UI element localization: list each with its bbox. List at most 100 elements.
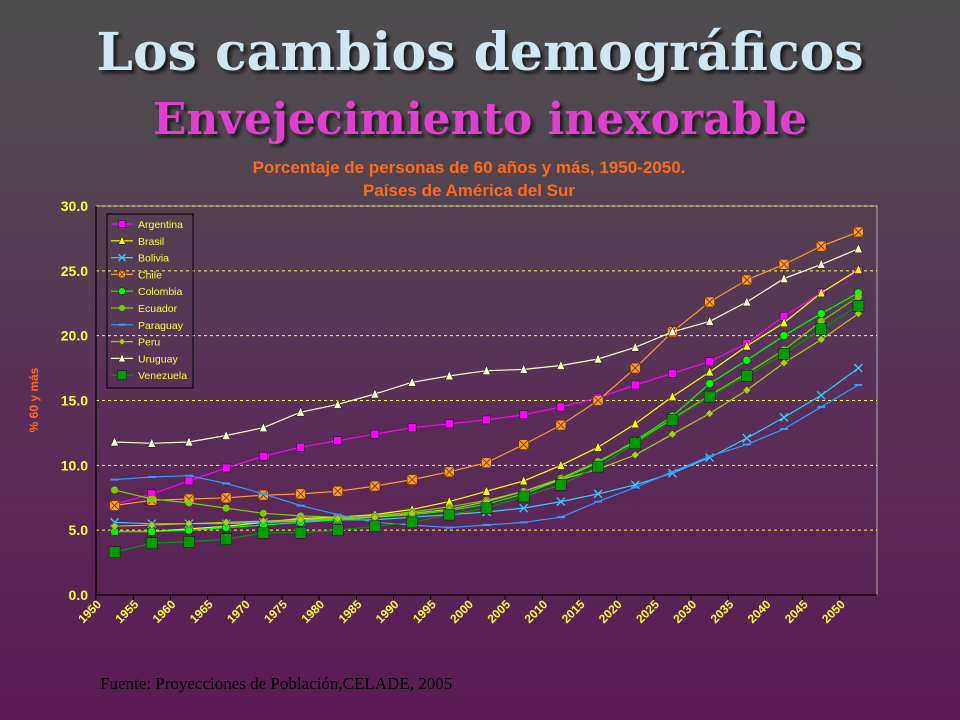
data-point-uruguay (110, 436, 119, 447)
gridlines (96, 205, 877, 531)
legend-label: Uruguay (138, 353, 178, 365)
marker-cross (481, 457, 492, 469)
data-point-chile (704, 296, 715, 308)
data-point-brasil (705, 366, 715, 377)
legend-swatch-marker (118, 337, 126, 346)
data-point-brasil (779, 317, 789, 327)
data-point-chile (369, 480, 381, 492)
x-tick-label: 1990 (373, 597, 402, 626)
data-point-chile (481, 457, 492, 469)
data-point-ecuador (185, 499, 193, 507)
data-point-chile (778, 259, 790, 270)
data-point-chile (332, 485, 344, 497)
data-point-chile (741, 274, 753, 286)
data-point-bolivia (742, 433, 752, 443)
x-tick-label: 1960 (150, 597, 179, 626)
data-point-uruguay (482, 365, 491, 375)
y-tick-label: 30.0 (61, 198, 88, 214)
data-point-uruguay (258, 422, 268, 432)
data-point-argentina (333, 436, 342, 445)
x-tick-label: 2035 (708, 597, 737, 626)
data-point-venezuela (852, 300, 865, 312)
legend-swatch-marker (118, 220, 126, 228)
data-point-venezuela (183, 536, 195, 548)
data-point-peru (854, 309, 863, 318)
legend-label: Chile (138, 269, 162, 281)
data-point-uruguay (184, 436, 194, 447)
data-point-bolivia (519, 503, 529, 513)
x-tick-label: 1985 (336, 597, 365, 626)
data-point-chile (518, 439, 530, 450)
data-point-ecuador (817, 317, 825, 325)
data-point-peru (259, 516, 268, 526)
y-axis-label: % 60 y más (27, 367, 41, 432)
legend-item-peru: Peru (111, 337, 160, 349)
data-point-uruguay (147, 437, 157, 448)
data-point-peru (630, 450, 640, 460)
data-point-brasil (742, 340, 752, 351)
legend-item-uruguay: Uruguay (111, 353, 178, 365)
data-point-ecuador (259, 509, 267, 517)
data-point-venezuela (629, 437, 642, 450)
data-point-uruguay (296, 406, 305, 417)
data-point-chile (853, 226, 864, 238)
data-point-venezuela (220, 533, 232, 545)
legend-item-ecuador: Ecuador (111, 303, 178, 315)
data-point-colombia (742, 356, 752, 365)
data-point-uruguay (630, 341, 640, 352)
legend-item-venezuela: Venezuela (111, 370, 187, 382)
data-point-venezuela (480, 502, 493, 514)
x-tick-label: 2005 (484, 597, 513, 626)
data-point-peru (816, 335, 826, 344)
data-point-bolivia (593, 489, 603, 499)
data-point-ecuador (222, 504, 230, 512)
data-point-peru (147, 520, 157, 530)
data-point-uruguay (333, 398, 343, 409)
marker-cross (592, 395, 604, 406)
x-tick-label: 2000 (447, 597, 476, 626)
source-note: Fuente: Proyecciones de Población,CELADE… (100, 674, 453, 693)
data-point-uruguay (816, 258, 826, 269)
data-point-ecuador (854, 293, 862, 301)
data-point-uruguay (854, 243, 863, 254)
data-point-peru (296, 515, 305, 525)
legend-item-bolivia: Bolivia (111, 253, 169, 265)
legend-label: Bolivia (138, 253, 169, 265)
slide-subtitle: Envejecimiento inexorable (152, 94, 808, 145)
x-tick-label: 1975 (261, 597, 290, 626)
slide-title: Los cambios demográficos (96, 22, 864, 83)
x-tick-label: 2020 (596, 597, 625, 626)
data-point-brasil (519, 475, 529, 486)
data-point-brasil (482, 485, 491, 496)
y-tick-label: 15.0 (61, 393, 88, 409)
data-point-venezuela (331, 524, 344, 536)
x-tick-label: 2025 (633, 597, 662, 626)
data-point-argentina (184, 476, 194, 486)
data-point-uruguay (556, 359, 566, 370)
marker-cross (295, 488, 306, 500)
data-point-ecuador (148, 495, 156, 503)
data-point-peru (668, 429, 677, 439)
y-tick-label: 0.0 (69, 587, 89, 603)
data-point-colombia (816, 309, 826, 318)
x-tick-label: 1980 (298, 597, 327, 626)
data-point-peru (742, 385, 752, 395)
data-point-uruguay (779, 272, 789, 283)
legend-label: Peru (138, 337, 160, 349)
data-point-brasil (816, 287, 826, 298)
data-point-argentina (668, 369, 677, 378)
data-point-chile (406, 474, 418, 485)
data-point-venezuela (257, 527, 270, 539)
legend-item-chile: Chile (111, 269, 162, 281)
data-point-chile (109, 500, 120, 511)
data-point-chile (443, 466, 455, 478)
y-tick-label: 25.0 (61, 263, 88, 279)
x-tick-label: 2010 (522, 597, 551, 626)
marker-cross (444, 466, 455, 478)
data-point-venezuela (592, 460, 604, 473)
legend-swatch-marker (118, 253, 126, 262)
data-point-argentina (631, 380, 640, 390)
legend-swatch-marker (118, 270, 126, 279)
data-point-peru (110, 521, 119, 531)
